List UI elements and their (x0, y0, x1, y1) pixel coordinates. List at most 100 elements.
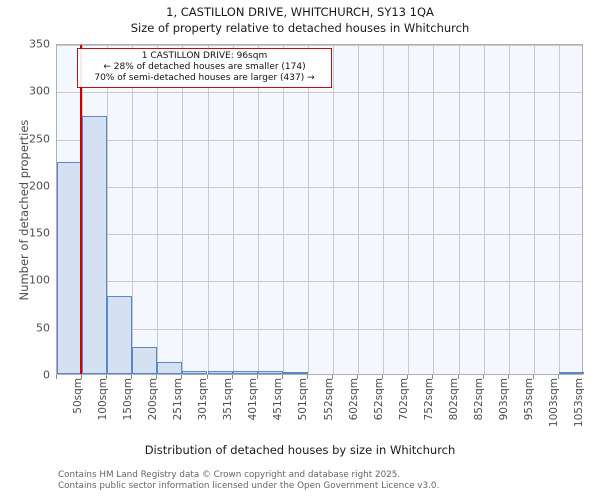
x-tick-mark (407, 375, 409, 379)
x-tick-mark (181, 375, 183, 379)
gridline-vertical (283, 45, 284, 374)
histogram-bar (157, 361, 182, 374)
x-tick-label: 301sqm (197, 378, 210, 421)
x-tick-label: 752sqm (422, 378, 435, 421)
x-axis: 50sqm 100sqm 150sqm 200sqm 251sqm 301sqm 351sq… (56, 378, 586, 436)
x-tick-label: 602sqm (347, 378, 360, 421)
x-tick-mark (482, 375, 484, 379)
histogram-bar (283, 372, 308, 374)
x-tick-mark (457, 375, 459, 379)
footer-line-1: Contains HM Land Registry data © Crown c… (58, 470, 401, 480)
y-tick-label: 0 (43, 368, 50, 382)
y-tick-label: 50 (36, 321, 50, 335)
x-tick-mark (332, 375, 334, 379)
x-tick-mark (231, 375, 233, 379)
x-tick-mark (507, 375, 509, 379)
x-tick-mark (206, 375, 208, 379)
gridline-vertical (258, 45, 259, 374)
y-tick-label: 250 (29, 132, 50, 146)
annotation-line-1: 1 CASTILLON DRIVE: 96sqm (141, 51, 268, 61)
histogram-bar (132, 346, 157, 374)
histogram-bar (107, 295, 132, 374)
gridline-vertical (459, 45, 460, 374)
gridline-vertical (559, 45, 560, 374)
x-tick-label: 953sqm (523, 378, 536, 421)
x-tick-label: 552sqm (322, 378, 335, 421)
gridline-vertical (534, 45, 535, 374)
gridline-horizontal (57, 139, 582, 141)
x-tick-mark (557, 375, 559, 379)
x-tick-mark (131, 375, 133, 379)
x-tick-label: 100sqm (96, 378, 109, 421)
gridline-horizontal (57, 234, 582, 236)
x-tick-label: 200sqm (146, 378, 159, 421)
y-axis: 0 50 100 150 200 250 300 350 (0, 39, 50, 381)
x-tick-mark (156, 375, 158, 379)
gridline-vertical (333, 45, 334, 374)
gridline-horizontal (57, 45, 582, 46)
gridline-horizontal (57, 281, 582, 283)
y-tick-label: 200 (29, 179, 50, 193)
gridline-horizontal (57, 92, 582, 94)
gridline-vertical (182, 45, 183, 374)
x-tick-mark (106, 375, 108, 379)
x-tick-label: 50sqm (71, 378, 84, 414)
histogram-bar (559, 372, 584, 374)
histogram-bar (258, 371, 283, 374)
chart-title-block: 1, CASTILLON DRIVE, WHITCHURCH, SY13 1QA… (0, 4, 600, 36)
x-tick-mark (382, 375, 384, 379)
histogram-bar (182, 371, 207, 374)
gridline-vertical (509, 45, 510, 374)
gridline-vertical (233, 45, 234, 374)
x-tick-label: 451sqm (272, 378, 285, 421)
annotation-line-3: 70% of semi-detached houses are larger (… (94, 73, 315, 83)
gridline-vertical (358, 45, 359, 374)
x-tick-mark (56, 375, 57, 379)
histogram-bar (57, 162, 82, 374)
histogram-bar (208, 371, 233, 374)
x-tick-label: 150sqm (121, 378, 134, 421)
x-tick-mark (281, 375, 283, 379)
x-tick-mark (256, 375, 258, 379)
x-tick-mark (357, 375, 359, 379)
gridline-vertical (132, 45, 133, 374)
histogram-bar (233, 371, 258, 374)
y-tick-label: 350 (29, 37, 50, 51)
property-marker-line (80, 45, 83, 374)
gridline-vertical (157, 45, 158, 374)
y-axis-title: Number of detached properties (17, 119, 31, 301)
gridline-vertical (308, 45, 309, 374)
x-tick-mark (306, 375, 308, 379)
x-tick-label: 351sqm (222, 378, 235, 421)
gridline-vertical (107, 45, 108, 374)
plot-area (56, 44, 584, 375)
x-tick-label: 652sqm (372, 378, 385, 421)
x-tick-label: 1053sqm (573, 378, 586, 428)
gridline-vertical (408, 45, 409, 374)
x-tick-label: 802sqm (447, 378, 460, 421)
y-tick-label: 150 (29, 226, 50, 240)
x-tick-label: 501sqm (297, 378, 310, 421)
x-tick-label: 852sqm (473, 378, 486, 421)
x-tick-label: 251sqm (171, 378, 184, 421)
footer: Contains HM Land Registry data © Crown c… (58, 470, 578, 492)
gridline-horizontal (57, 186, 582, 188)
x-axis-title: Distribution of detached houses by size … (144, 443, 456, 457)
footer-line-2: Contains public sector information licen… (58, 481, 440, 491)
gridline-vertical (433, 45, 434, 374)
y-tick-label: 300 (29, 84, 50, 98)
x-tick-label: 1003sqm (548, 378, 561, 428)
x-tick-label: 702sqm (397, 378, 410, 421)
annotation-box: 1 CASTILLON DRIVE: 96sqm ← 28% of detach… (77, 48, 332, 88)
histogram-bar (82, 115, 107, 374)
gridline-vertical (484, 45, 485, 374)
x-tick-mark (81, 375, 83, 379)
chart-subtitle: Size of property relative to detached ho… (130, 21, 470, 35)
gridline-horizontal (57, 328, 582, 330)
annotation-line-2: ← 28% of detached houses are smaller (17… (103, 62, 306, 72)
gridline-vertical (208, 45, 209, 374)
x-tick-mark (532, 375, 534, 379)
bars-layer (57, 45, 584, 374)
gridline-vertical (383, 45, 384, 374)
y-tick-label: 100 (29, 273, 50, 287)
